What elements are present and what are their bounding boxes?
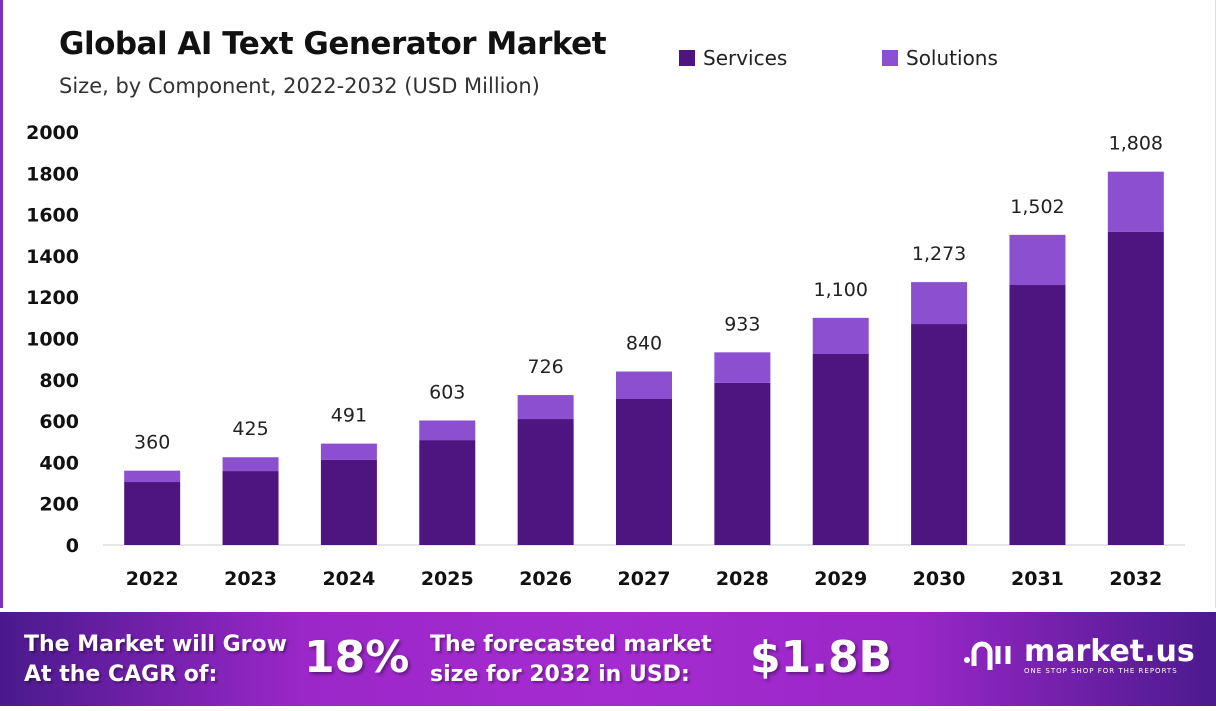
bar-solutions-2032 <box>1107 171 1164 232</box>
legend-label: Services <box>703 46 788 70</box>
bar-services-2031 <box>1009 285 1066 545</box>
forecast-text-line: The forecasted market <box>430 632 712 657</box>
y-tick-label: 800 <box>39 370 79 392</box>
cagr-text-line: At the CAGR of: <box>24 662 218 687</box>
legend-swatch <box>882 50 898 66</box>
cagr-value: 18% <box>304 632 410 683</box>
bar-services-2023 <box>222 471 279 545</box>
bar-solutions-2024 <box>320 443 377 460</box>
bar-solutions-2030 <box>911 282 968 325</box>
x-tick-label: 2022 <box>126 568 179 590</box>
x-tick-label: 2023 <box>224 568 277 590</box>
data-label-total: 726 <box>528 356 564 378</box>
x-tick-label: 2030 <box>913 568 966 590</box>
bar-solutions-2023 <box>222 457 279 472</box>
bar-services-2026 <box>517 419 574 545</box>
y-tick-label: 1800 <box>26 163 79 185</box>
x-tick-label: 2032 <box>1109 568 1162 590</box>
legend-swatch <box>679 50 695 66</box>
logo-icon <box>964 641 1011 670</box>
y-tick-label: 1400 <box>26 246 79 268</box>
market-us-logo: market.us ONE STOP SHOP FOR THE REPORTS <box>962 636 1195 676</box>
logo-name: market.us <box>1024 634 1195 669</box>
data-label-total: 840 <box>626 333 662 355</box>
legend-item-services: Services <box>679 46 787 70</box>
bar-solutions-2027 <box>616 371 672 400</box>
data-label-total: 933 <box>724 313 760 335</box>
forecast-text-line: size for 2032 in USD: <box>430 662 690 687</box>
bar-services-2030 <box>911 324 968 545</box>
data-label-total: 1,273 <box>912 243 966 265</box>
forecast-text: The forecasted market size for 2032 in U… <box>430 630 712 690</box>
bar-services-2025 <box>419 440 476 545</box>
bar-chart: 0 200 400 600 800 1000 1200 1400 1600 1800 2000 360… <box>26 122 1185 590</box>
bar-solutions-2025 <box>419 420 476 441</box>
x-tick-label: 2028 <box>716 568 769 590</box>
x-tick-label: 2024 <box>322 568 375 590</box>
footer-banner: The Market will Grow At the CAGR of: 18%… <box>0 612 1216 706</box>
bar-services-2032 <box>1107 231 1164 546</box>
x-tick-label: 2031 <box>1011 568 1064 590</box>
y-tick-label: 1000 <box>26 329 79 351</box>
x-tick-label: 2026 <box>519 568 572 590</box>
y-tick-label: 400 <box>39 452 79 474</box>
chart-subtitle: Size, by Component, 2022-2032 (USD Milli… <box>59 74 540 98</box>
bar-solutions-2028 <box>714 352 771 383</box>
bar-services-2027 <box>616 399 672 545</box>
cagr-text-line: The Market will Grow <box>24 632 287 657</box>
data-label-total: 360 <box>134 432 170 454</box>
legend-label: Solutions <box>906 46 998 70</box>
y-tick-label: 1600 <box>26 205 79 227</box>
bar-services-2028 <box>714 382 771 545</box>
data-label-total: 1,100 <box>814 279 868 301</box>
data-label-total: 603 <box>429 381 465 403</box>
bar-solutions-2022 <box>124 470 181 483</box>
chart-panel: Global AI Text Generator Market Size, by… <box>0 0 1216 608</box>
data-label-total: 1,808 <box>1109 133 1163 155</box>
bar-services-2029 <box>812 353 869 545</box>
x-tick-label: 2027 <box>618 568 671 590</box>
bar-solutions-2026 <box>517 395 574 420</box>
bar-services-2022 <box>124 482 181 545</box>
data-label-total: 491 <box>331 405 367 427</box>
x-tick-label: 2025 <box>421 568 474 590</box>
data-label-total: 1,502 <box>1010 196 1064 218</box>
y-tick-label: 600 <box>39 411 79 433</box>
y-tick-label: 0 <box>66 535 79 557</box>
y-tick-label: 200 <box>39 494 79 516</box>
cagr-text: The Market will Grow At the CAGR of: <box>24 630 287 690</box>
logo-tagline: ONE STOP SHOP FOR THE REPORTS <box>1024 667 1178 675</box>
y-tick-label: 2000 <box>26 122 79 144</box>
bar-solutions-2031 <box>1009 234 1066 286</box>
legend-item-solutions: Solutions <box>882 46 998 70</box>
y-tick-label: 1200 <box>26 287 79 309</box>
x-tick-label: 2029 <box>814 568 867 590</box>
bar-services-2024 <box>320 459 377 545</box>
data-label-total: 425 <box>232 418 268 440</box>
chart-title: Global AI Text Generator Market <box>59 26 607 62</box>
bar-solutions-2029 <box>812 317 869 354</box>
forecast-value: $1.8B <box>750 632 893 683</box>
